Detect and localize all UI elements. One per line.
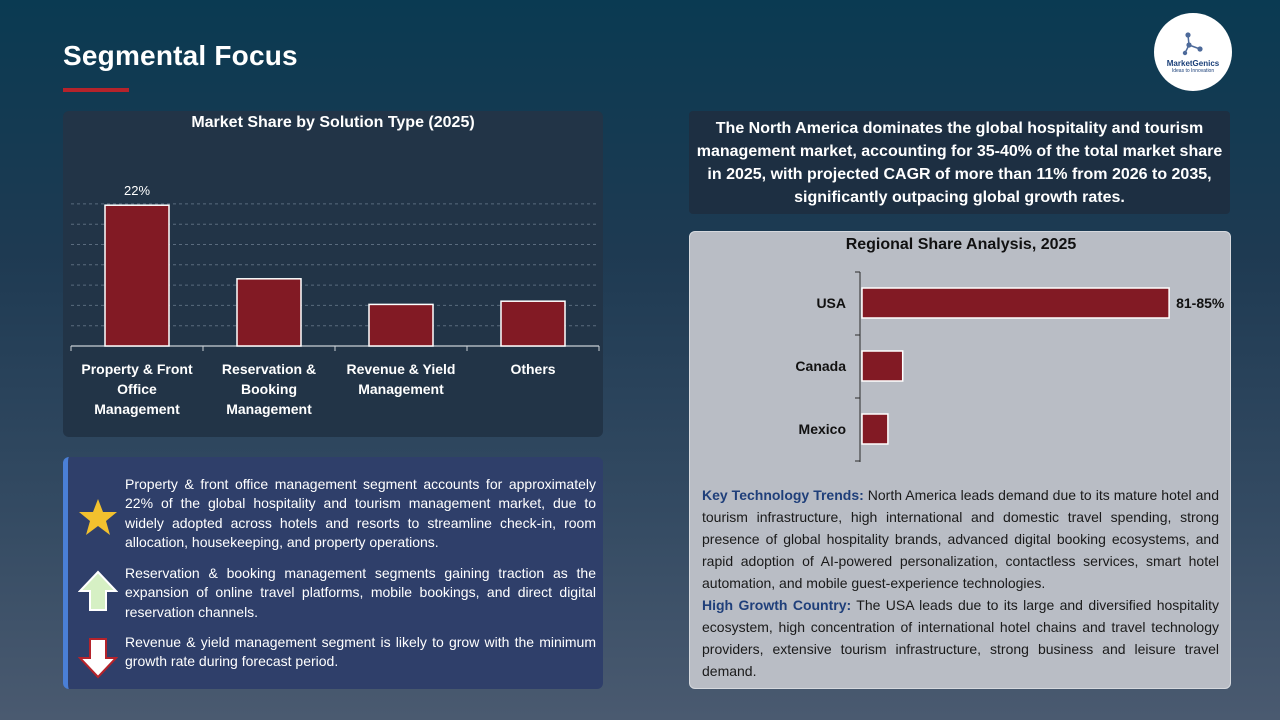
arrow-up-icon [78,570,118,611]
star-icon [79,499,117,535]
bullet-text: Property & front office management segme… [125,476,596,551]
bar [500,300,566,347]
category-label: Mexico [799,421,846,437]
summary-text: The North America dominates the global h… [696,119,1223,206]
logo: MarketGenics Ideas to Innovation [1154,13,1232,91]
title-underline [63,88,129,92]
bar [861,413,889,445]
bar [861,287,1170,319]
regional-share-svg: USA 81-85% Canada Mexico [795,271,1225,462]
category-label: Revenue & Yield Management [346,361,456,397]
category-label: Others [510,361,556,377]
trends-text: Key Technology Trends: North America lea… [702,484,1219,682]
data-label: 22% [124,183,150,198]
page-title: Segmental Focus [63,40,298,71]
bullet-text: Reservation & booking management segment… [125,565,596,620]
market-share-chart: 22% Market Share by Solution Type (2025)… [63,111,603,437]
summary-box: The North America dominates the global h… [689,111,1230,214]
bullet-text: Revenue & yield management segment is li… [125,634,596,670]
arrow-down-icon [78,638,118,679]
data-label: 81-85% [1176,295,1225,311]
market-share-svg: 22% [70,183,600,351]
category-label: USA [816,295,846,311]
bar [368,303,434,347]
logo-name: MarketGenics [1166,58,1220,68]
logo-tagline: Ideas to Innovation [1171,67,1215,74]
network-icon [1182,31,1203,55]
bar [236,278,302,347]
growth-country-heading: High Growth Country: [702,597,852,613]
category-label: Reservation & Booking Management [221,361,317,417]
regional-share-chart: USA 81-85% Canada Mexico Regional Share Ana… [689,231,1231,689]
tech-trends-heading: Key Technology Trends: [702,487,864,503]
chart-title: Market Share by Solution Type (2025) [191,114,475,131]
regional-chart-title: Regional Share Analysis, 2025 [845,236,1077,253]
bar [104,204,170,347]
category-label: Canada [795,358,846,374]
growth-country-text: The USA leads due to its large and diver… [702,597,1219,679]
insights-panel: Property & front office management segme… [63,457,603,689]
tech-trends-text: North America leads demand due to its ma… [702,487,1220,591]
bar [861,350,904,382]
category-label: Property & Front Office Management [81,361,193,417]
